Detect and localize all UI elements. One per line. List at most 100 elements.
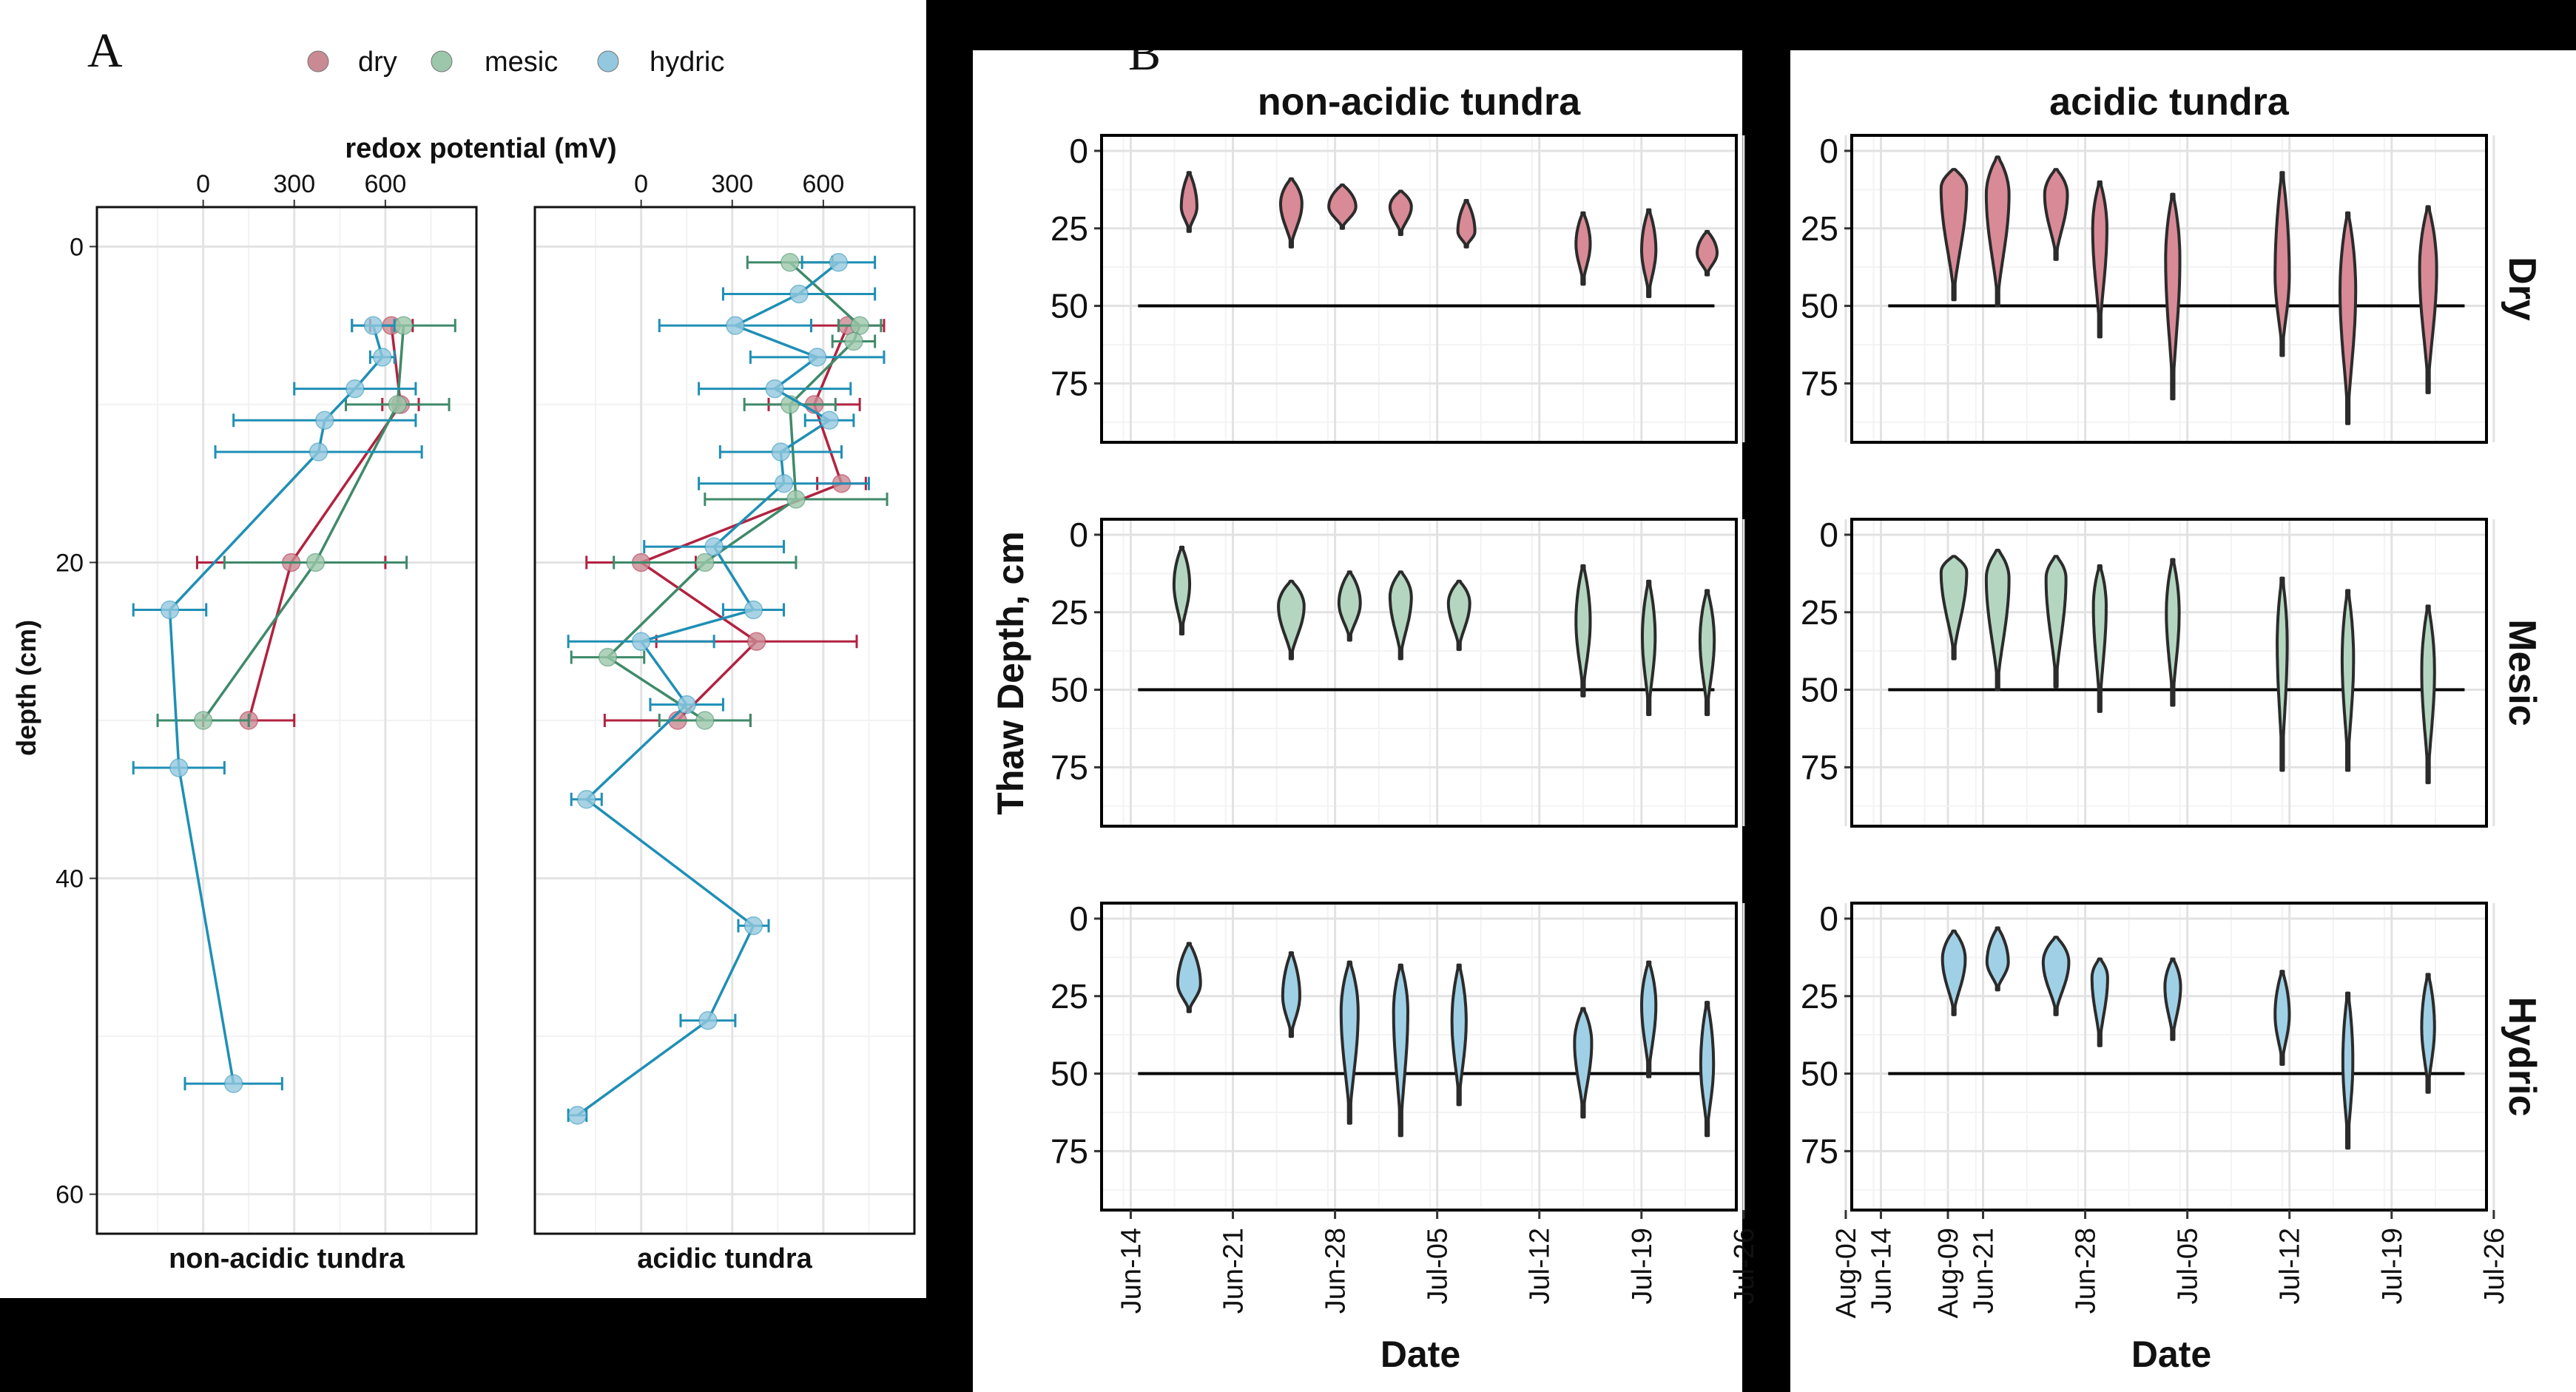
x-tick-label: Aug-02	[1831, 1228, 1862, 1319]
y-tick-label: 0	[1069, 132, 1088, 170]
violin	[2041, 936, 2071, 1016]
facet-row-label: Mesic	[2501, 619, 2543, 726]
legend: dry mesic hydric	[307, 47, 724, 78]
panel-frame	[1850, 518, 2488, 828]
x-tick-label: Jul-05	[2173, 1228, 2204, 1305]
violin	[2091, 564, 2108, 713]
x-tick-label: 0	[196, 170, 210, 198]
y-tick-label: 0	[70, 233, 84, 261]
depth-axis-title: depth (cm)	[11, 620, 41, 756]
data-point-hydric	[577, 790, 596, 809]
violin	[1699, 1001, 1716, 1138]
y-tick-label: 40	[55, 865, 84, 893]
data-point-mesic	[844, 331, 863, 351]
panel-a-letter: A	[87, 24, 123, 78]
violin	[2273, 970, 2291, 1066]
x-tick-label: Jun-28	[2071, 1228, 2102, 1314]
violin	[2418, 205, 2438, 394]
violin	[1641, 579, 1657, 717]
x-tick-label: 300	[711, 170, 753, 198]
x-tick-label: Jul-19	[2377, 1228, 2408, 1305]
violin	[2276, 576, 2289, 772]
data-point-mesic	[598, 647, 618, 667]
data-point-mesic	[306, 553, 326, 572]
violin	[1573, 1007, 1594, 1119]
data-point-hydric	[631, 632, 651, 651]
violin	[1279, 177, 1304, 249]
y-tick-label: 50	[1051, 287, 1088, 325]
data-point-hydric	[820, 410, 839, 430]
violin	[1337, 570, 1362, 642]
y-tick-label: 0	[1819, 899, 1838, 938]
x-tick-label: Jul-12	[1525, 1228, 1556, 1305]
data-point-mesic	[850, 316, 869, 335]
legend-label-mesic: mesic	[485, 47, 558, 78]
data-point-hydric	[345, 379, 365, 399]
y-tick-label: 75	[1801, 748, 1838, 786]
data-point-hydric	[765, 379, 784, 399]
panel-frame	[1100, 518, 1738, 828]
y-tick-label: 0	[1069, 899, 1088, 938]
data-point-mesic	[786, 490, 806, 509]
x-tick-label: Jul-26	[1729, 1228, 1760, 1305]
violin	[2341, 991, 2355, 1150]
x-tick-label: 600	[365, 170, 407, 198]
y-tick-label: 25	[1051, 593, 1088, 632]
violin	[1574, 211, 1592, 286]
data-point-hydric	[698, 1010, 718, 1030]
violin	[1450, 963, 1468, 1106]
violin	[1984, 548, 2011, 692]
y-tick-label: 0	[1819, 516, 1838, 554]
violin	[2420, 973, 2436, 1094]
violin	[2043, 168, 2069, 261]
y-tick-label: 25	[1801, 593, 1838, 632]
violin	[2165, 558, 2181, 707]
violin	[1696, 229, 1719, 277]
y-tick-label: 25	[1801, 209, 1838, 248]
panel-b-letter-mask	[973, 0, 1742, 50]
data-point-mesic	[695, 553, 715, 572]
violin	[1388, 189, 1413, 237]
violin	[2091, 180, 2108, 339]
violin	[1941, 929, 1967, 1016]
y-tick-label: 75	[1051, 364, 1088, 402]
violin	[1179, 171, 1198, 233]
x-tick-label: 0	[634, 170, 648, 198]
data-point-dry	[746, 632, 766, 651]
x-tick-label: Jun-21	[1969, 1228, 2000, 1314]
violin	[1984, 155, 2011, 308]
data-point-hydric	[807, 348, 827, 367]
data-point-hydric	[315, 410, 334, 430]
data-point-hydric	[373, 348, 392, 367]
x-tick-label: Jun-21	[1218, 1228, 1250, 1314]
legend-swatch-dry	[307, 50, 329, 72]
data-point-mesic	[394, 316, 414, 335]
facet-title: acidic tundra	[2049, 81, 2290, 124]
violin	[1456, 199, 1477, 249]
data-point-hydric	[704, 537, 724, 556]
panel-b-plots: non-acidic tundra 0 25 50 75 0 25 50 75 0 25 50 75 Ju…	[1051, 81, 2543, 1319]
panel-a-plots: 0 300 600 0 20 40 60 non-acidic tundra 0 300 600 ac…	[55, 170, 916, 1274]
y-tick-label: 60	[55, 1181, 84, 1209]
thaw-depth-axis-title: Thaw Depth, cm	[990, 531, 1031, 814]
data-point-mesic	[388, 395, 408, 414]
y-tick-label: 25	[1051, 209, 1088, 248]
data-point-hydric	[677, 695, 696, 714]
violin	[1172, 545, 1192, 636]
violin	[1939, 555, 1969, 660]
data-point-hydric	[744, 916, 763, 936]
panel-frame	[1100, 902, 1738, 1212]
data-point-hydric	[223, 1074, 243, 1093]
data-point-hydric	[744, 600, 763, 620]
violin	[1446, 579, 1471, 652]
violin	[1281, 951, 1301, 1038]
x-tick-label: Jul-19	[1627, 1228, 1658, 1305]
data-point-hydric	[771, 442, 791, 462]
y-tick-label: 50	[1801, 671, 1838, 709]
panel-frame	[1850, 134, 2488, 444]
violin	[1574, 564, 1592, 697]
y-tick-label: 75	[1801, 364, 1838, 402]
panel-label: acidic tundra	[637, 1243, 812, 1274]
x-tick-label: 300	[273, 170, 315, 198]
legend-label-hydric: hydric	[650, 47, 724, 78]
